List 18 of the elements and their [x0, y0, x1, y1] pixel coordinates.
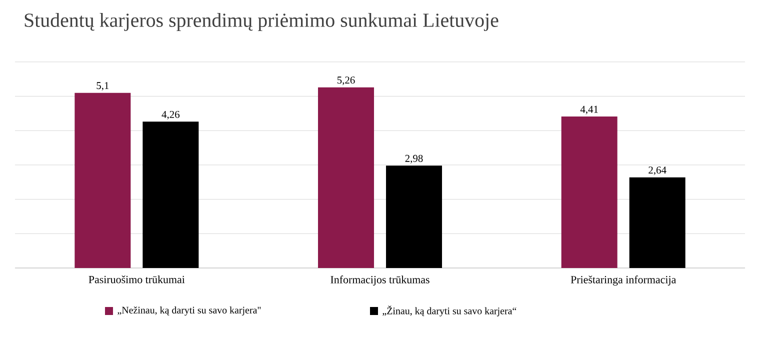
data-label: 2,98 [405, 154, 423, 164]
data-label: 5,26 [337, 76, 355, 86]
bar [561, 116, 618, 268]
bar [318, 87, 374, 268]
data-label: 4,26 [162, 110, 180, 120]
legend-label: „Žinau, ką daryti su savo karjera“ [382, 306, 516, 316]
data-label: 4,41 [580, 106, 598, 114]
legend-label: „Nežinau, ką daryti su savo karjera" [118, 306, 261, 316]
bar [386, 166, 442, 268]
bar [74, 92, 131, 268]
bar [629, 177, 686, 268]
x-tick-label: Prieštaringa informacija [570, 276, 676, 286]
x-tick-label: Pasiruošimo trūkumai [88, 276, 185, 284]
x-tick-label: Informacijos trūkumas [330, 276, 430, 286]
data-label: 2,64 [648, 166, 666, 176]
data-label: 5,1 [96, 82, 109, 91]
bar [142, 122, 199, 268]
chart-title: Studentų karjeros sprendimų priėmimo sunkumai Lietuvoje [24, 12, 498, 32]
